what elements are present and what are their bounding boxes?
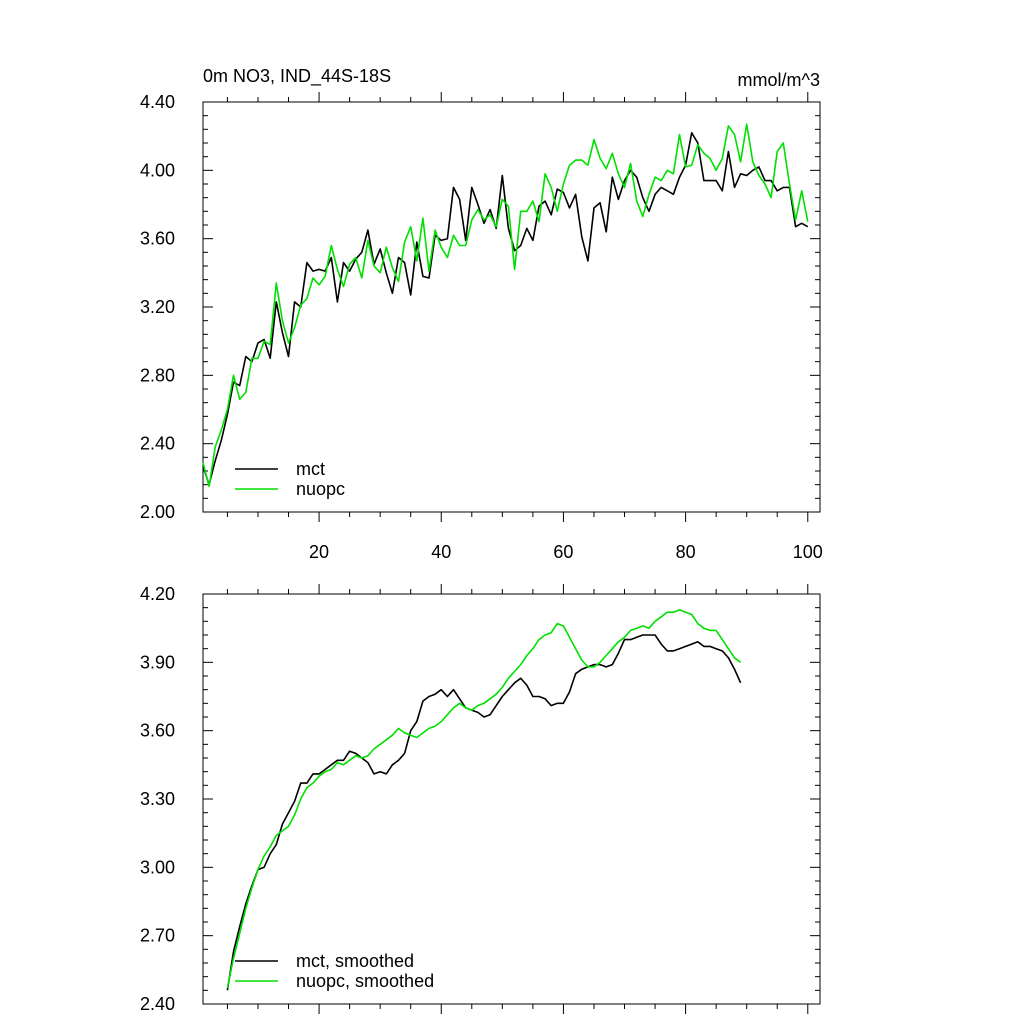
bottom-ytick-label: 3.30: [140, 789, 175, 809]
bottom-series-line-nuopc-smoothed: [226, 609, 742, 989]
top-series-line-mct: [202, 132, 809, 486]
bottom-axis-ticks: 2.40 2.70 3.00 3.30 3.60 3.90 4.20: [140, 584, 820, 1014]
top-xtick-label: 80: [676, 542, 696, 562]
top-ytick-label: 3.20: [140, 297, 175, 317]
legend-label-mct: mct: [296, 459, 325, 479]
bottom-ytick-label: 3.60: [140, 721, 175, 741]
bottom-ytick-label: 2.70: [140, 926, 175, 946]
bottom-ytick-label: 4.20: [140, 584, 175, 604]
top-ytick-label: 2.00: [140, 502, 175, 522]
top-ytick-label: 3.60: [140, 229, 175, 249]
top-ytick-label: 4.40: [140, 92, 175, 112]
chart-title: 0m NO3, IND_44S-18S: [203, 66, 391, 87]
bottom-legend: mct, smoothed nuopc, smoothed: [235, 951, 434, 991]
bottom-ytick-label: 3.90: [140, 652, 175, 672]
units-label: mmol/m^3: [738, 70, 820, 90]
top-xtick-label: 60: [553, 542, 573, 562]
legend-label-nuopc: nuopc: [296, 479, 345, 499]
top-ytick-label: 4.00: [140, 160, 175, 180]
top-legend: mct nuopc: [235, 459, 345, 499]
top-axis-ticks: 2.00 2.40 2.80 3.20 3.60 4.00 4.40 20 40 60 80 100: [140, 92, 823, 562]
bottom-series-line-mct-smoothed: [226, 634, 742, 991]
top-plot-frame: [202, 101, 821, 513]
bottom-chart: 2.40 2.70 3.00 3.30 3.60 3.90 4.20 mct, smooth…: [140, 584, 821, 1014]
top-series-group: [202, 123, 809, 488]
bottom-ytick-label: 2.40: [140, 994, 175, 1014]
top-xtick-label: 100: [793, 542, 823, 562]
top-ytick-label: 2.80: [140, 365, 175, 385]
top-series-line-nuopc: [202, 123, 809, 488]
bottom-series-group: [226, 609, 742, 991]
bottom-ytick-label: 3.00: [140, 857, 175, 877]
legend-label-nuopc-smoothed: nuopc, smoothed: [296, 971, 434, 991]
top-xtick-label: 20: [309, 542, 329, 562]
legend-label-mct-smoothed: mct, smoothed: [296, 951, 414, 971]
top-xtick-label: 40: [431, 542, 451, 562]
top-ytick-label: 2.40: [140, 434, 175, 454]
